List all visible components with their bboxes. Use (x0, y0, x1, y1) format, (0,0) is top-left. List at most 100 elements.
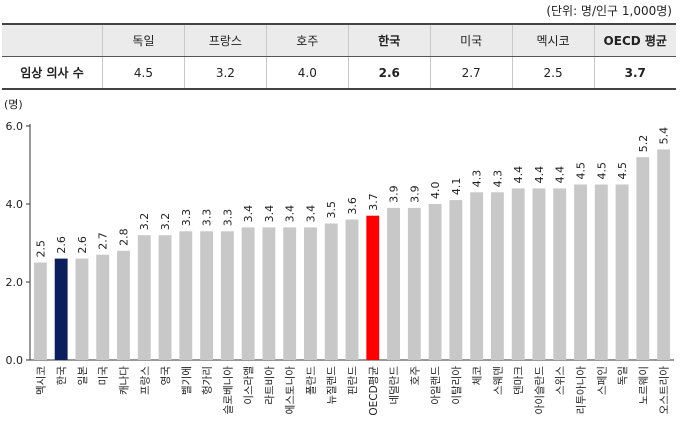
bar (387, 207, 400, 360)
bar-value-label: 3.3 (180, 209, 193, 227)
bar-value-label: 4.1 (450, 178, 463, 196)
y-tick-label: 6.0 (6, 120, 24, 133)
bar-chart: (명) 0.0 2.0 4.0 6.0 2.5 2.6 2.6 2.7 2.8 3.2 3.2 3.… (4, 98, 674, 416)
table-header-cell: 멕시코 (511, 23, 595, 57)
x-tick-label: 아이슬란드 (534, 366, 546, 415)
x-tick-label: 독일 (616, 366, 629, 385)
bar (553, 188, 567, 360)
table-value-row: 임상 의사 수 4.5 3.2 4.0 2.6 2.7 2.5 3.7 (2, 56, 676, 90)
bar (636, 157, 650, 360)
bar (407, 207, 421, 360)
x-tick-label: 오스트리아 (659, 366, 671, 415)
bar (117, 250, 130, 360)
x-tick-label: 핀란드 (347, 366, 359, 395)
x-tick-label: 라트비아 (264, 366, 276, 405)
bar (470, 192, 484, 360)
y-axis-label: (명) (4, 98, 23, 111)
x-tick-label: 호주 (409, 366, 421, 386)
x-tick-label: OECD평균 (368, 366, 380, 416)
x-tick-label: 멕시코 (35, 366, 47, 395)
bar-value-label: 2.6 (76, 236, 89, 254)
bar (220, 231, 234, 360)
bar (574, 184, 587, 360)
bar-value-label: 3.6 (346, 197, 359, 215)
table-value-cell: 2.6 (347, 56, 431, 90)
bar (345, 219, 359, 360)
bar (490, 192, 504, 360)
x-tick-label: 스위스 (554, 366, 567, 395)
bar-value-label: 3.3 (201, 209, 214, 227)
bar-value-label: 4.5 (595, 162, 608, 180)
bar-value-label: 3.4 (304, 205, 317, 223)
x-tick-label: 노르웨이 (638, 366, 650, 405)
table-header-cell: 미국 (429, 23, 513, 57)
table-header-blank (2, 23, 103, 57)
bar (96, 254, 110, 360)
table-header-row: 독일 프랑스 호주 한국 미국 멕시코 OECD 평균 (2, 23, 676, 57)
bar-value-label: 2.8 (117, 228, 130, 246)
x-tick-label: 폴란드 (305, 366, 317, 395)
bar-value-label: 3.9 (388, 185, 401, 203)
y-tick-label: 0.0 (6, 354, 24, 367)
table-value-cell: 3.7 (593, 56, 676, 90)
y-axis: 0.0 2.0 4.0 6.0 (6, 120, 674, 367)
table-value-cell: 4.5 (102, 56, 185, 90)
bar-value-label: 4.3 (471, 170, 484, 188)
x-tick-label: 덴마크 (513, 366, 525, 395)
table-header-cell: OECD 평균 (593, 23, 676, 57)
x-tick-label: 미국 (98, 366, 110, 386)
bar-value-label: 4.4 (554, 166, 567, 184)
bar-value-label: 5.2 (637, 135, 650, 153)
bar (137, 235, 151, 360)
x-tick-label: 한국 (56, 366, 68, 386)
bar (511, 188, 525, 360)
bar (262, 227, 276, 360)
y-tick-label: 2.0 (6, 276, 24, 289)
x-tick-label: 이탈리아 (450, 366, 463, 405)
bar (304, 227, 317, 360)
x-tick-label: 슬로베니아 (222, 366, 234, 415)
bar (594, 184, 608, 360)
x-tick-label: 아일랜드 (429, 366, 442, 405)
x-tick-labels: 멕시코 한국 일본 미국 캐나다 프랑스 영국 벨기에 헝가리 슬로베니아 이스라엘 라트비아 에스토니… (35, 366, 670, 416)
bar (324, 223, 338, 360)
bar-value-label: 3.9 (408, 185, 421, 203)
bar (33, 262, 47, 360)
comparison-table: 독일 프랑스 호주 한국 미국 멕시코 OECD 평균 임상 의사 수 4.5 3.2 4.0 2… (2, 23, 676, 90)
table-value-cell: 2.5 (511, 56, 595, 90)
x-tick-label: 네덜란드 (389, 366, 401, 405)
x-tick-label: 리투아니아 (576, 366, 588, 415)
bar-value-label: 4.4 (533, 166, 546, 184)
bar (158, 235, 172, 360)
bar (449, 200, 463, 360)
y-tick-label: 4.0 (6, 198, 24, 211)
table-header-cell: 독일 (102, 23, 185, 57)
x-tick-label: 캐나다 (118, 366, 130, 395)
x-tick-label: 헝가리 (202, 366, 214, 395)
table-row-label: 임상 의사 수 (2, 56, 103, 90)
table-value-cell: 2.7 (429, 56, 513, 90)
x-tick-label: 영국 (160, 366, 172, 386)
bar-value-label: 3.4 (242, 205, 255, 223)
bar-value-label: 4.3 (491, 170, 504, 187)
table-header-cell: 한국 (347, 23, 431, 57)
bar (283, 227, 297, 360)
x-tick-label: 이스라엘 (242, 366, 255, 405)
bar (532, 188, 546, 360)
x-tick-label: 벨기에 (181, 366, 193, 395)
bar-value-label: 4.5 (575, 162, 588, 180)
x-tick-label: 일본 (76, 366, 89, 386)
bar-value-label: 4.5 (616, 162, 629, 180)
bar-value-label: 3.5 (325, 201, 338, 219)
bar-value-label: 3.2 (138, 213, 151, 231)
bars (33, 149, 671, 360)
bar (54, 258, 68, 360)
bar (241, 227, 255, 360)
table-value-cell: 4.0 (265, 56, 349, 90)
bar-value-label: 3.4 (284, 205, 297, 223)
bar-value-label: 4.0 (429, 182, 442, 200)
unit-note: (단위: 명/인구 1,000명) (546, 4, 672, 18)
value-labels: 2.5 2.6 2.6 2.7 2.8 3.2 3.2 3.3 3.3 3.3 3.4 3.4 3.4 3… (34, 127, 670, 258)
table-header-cell: 프랑스 (183, 23, 267, 57)
bar-value-label: 2.6 (55, 236, 68, 254)
